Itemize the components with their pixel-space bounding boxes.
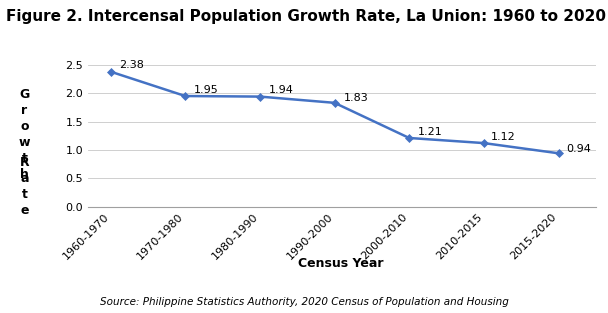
Text: Census Year: Census Year (298, 257, 383, 270)
Text: 1.94: 1.94 (269, 85, 294, 95)
Text: 1.95: 1.95 (194, 85, 219, 95)
Text: 1.83: 1.83 (344, 93, 368, 103)
Text: 1.12: 1.12 (491, 132, 516, 142)
Text: 1.21: 1.21 (418, 126, 443, 136)
Text: 2.38: 2.38 (120, 60, 144, 70)
Text: 0.94: 0.94 (566, 144, 591, 154)
Text: Figure 2. Intercensal Population Growth Rate, La Union: 1960 to 2020: Figure 2. Intercensal Population Growth … (6, 9, 606, 24)
Text: G
r
o
w
t
h: G r o w t h (19, 88, 30, 181)
Text: R
a
t
e: R a t e (19, 156, 29, 218)
Text: Source: Philippine Statistics Authority, 2020 Census of Population and Housing: Source: Philippine Statistics Authority,… (100, 297, 508, 307)
